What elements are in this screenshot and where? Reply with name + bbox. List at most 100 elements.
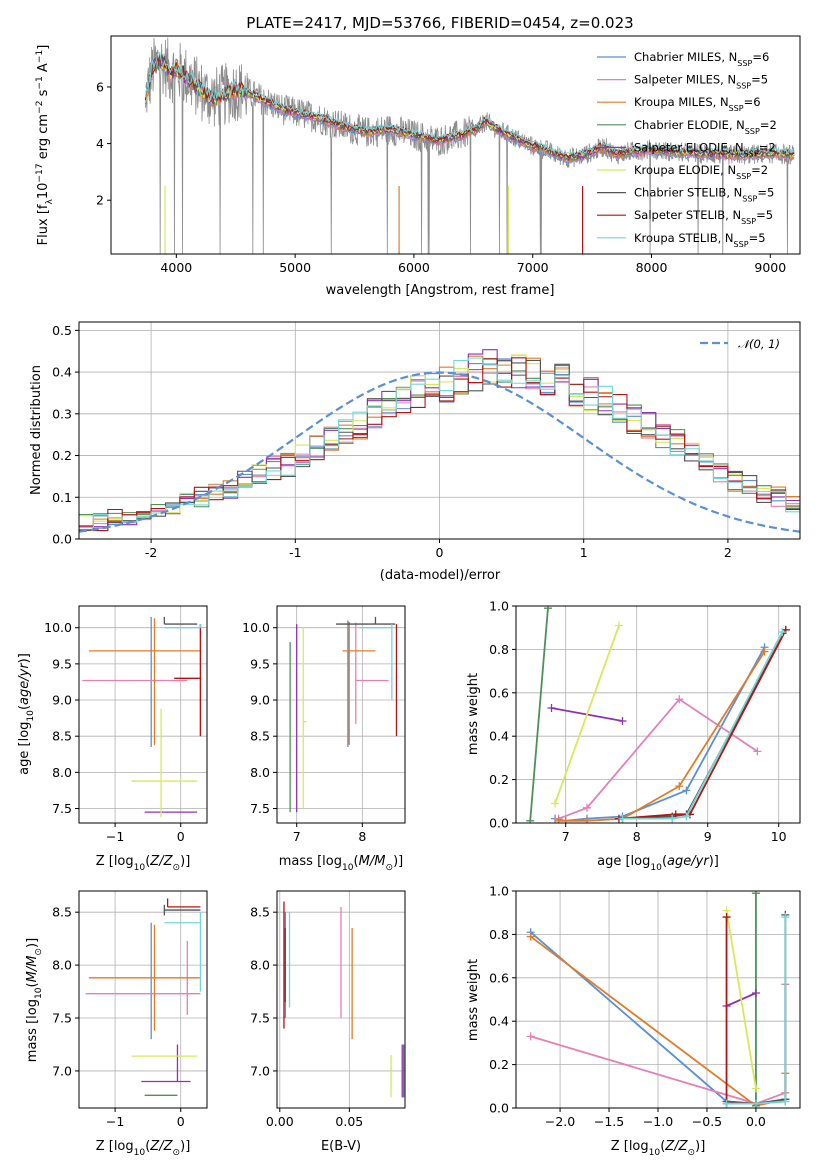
legend-label: Kroupa STELIB, NSSP=5 [634,231,766,249]
weight-vs-age-axes: 7 8 9 10 0.0 0.2 0.4 0.6 0.8 1.0 [489,599,801,844]
x-tick-label: 0 [436,545,444,560]
label-segment: )] [180,854,190,869]
weight-line [725,910,757,1089]
label-segment: Z/Z [149,1139,173,1154]
x-tick-label: 4000 [160,260,192,275]
weight-marker [682,812,691,821]
y-tick-label: 0.6 [489,685,509,700]
weight-marker [614,621,623,630]
errorbar [88,618,201,745]
legend-label: Salpeter STELIB, NSSP=5 [634,208,773,226]
label-segment: 10 [36,183,51,200]
weight-marker [751,1099,760,1108]
weight-line [726,917,787,1105]
x-tick-label: −0.5 [692,1114,722,1129]
label-segment: age [log [597,854,650,869]
x-tick-label: 2 [724,545,732,560]
weight-marker [722,1099,731,1108]
mass-vs-Z-plot-area [85,898,202,1096]
weight-marker [551,799,560,808]
label-segment: SSP [741,217,756,226]
normal-curve [79,371,800,533]
label-segment: Flux [f [36,204,51,245]
weight-line [622,631,784,820]
x-tick-label: −1 [106,829,124,844]
label-segment: =5 [756,208,773,222]
weight-vs-age-xlabel: age [log10(age/yr)] [597,854,719,873]
legend-label: Kroupa MILES, NSSP=6 [634,95,761,113]
label-segment: =5 [751,73,768,87]
x-tick-label: 10 [771,829,787,844]
x-tick-label: -1 [289,545,301,560]
label-segment: Salpeter ELODIE, N [634,140,744,154]
errorbar [163,616,198,625]
y-tick-label: 9.5 [250,656,270,671]
label-segment: ⊙ [385,863,393,873]
label-segment: Kroupa STELIB, N [634,231,734,245]
label-segment: =5 [757,186,774,200]
errorbar [141,1044,191,1083]
y-tick-label: 4 [96,136,104,151]
x-tick-label: 9000 [754,260,786,275]
y-tick-label: 0.4 [52,365,72,380]
weight-marker [751,988,760,997]
y-tick-label: 2 [96,193,104,208]
y-tick-label: 9.0 [250,693,270,708]
label-segment: Salpeter STELIB, N [634,208,741,222]
label-segment: Z/Z [149,854,173,869]
y-tick-label: 10.0 [242,620,270,635]
spectrum-plot-area [144,37,795,254]
errorbar [302,627,307,809]
y-tick-label: 1.0 [489,599,509,614]
mass-vs-Z-xlabel: Z [log10(Z/Z⊙)] [96,1139,191,1158]
label-segment: age [log [17,722,32,775]
x-tick-label: 0.00 [266,1114,294,1129]
errorbar [174,624,202,737]
y-tick-label: 0.2 [52,448,72,463]
weight-vs-Z-xlabel: Z [log10(Z/Z⊙)] [611,1139,706,1158]
x-tick-label: −2.0 [545,1114,575,1129]
weight-marker [526,1032,535,1041]
label-segment: SSP [736,172,751,181]
weight-marker [778,628,787,637]
x-tick-label: −1.0 [643,1114,673,1129]
age-vs-mass-xlabel: mass [log10(M/M⊙)] [279,854,403,873]
residuals-axes: -2 -1 0 1 2 0.0 0.1 0.2 0.3 0.4 0.5 [52,321,801,560]
weight-line [554,646,766,822]
weight-vs-Z-axes: −2.0 −1.5 −1.0 −0.5 0.0 0.0 0.2 0.4 0.6 0.8 1.0 [489,884,801,1129]
residuals-xlabel: (data-model)/error [380,568,501,583]
y-tick-label: 7.5 [250,1011,270,1026]
mass-vs-EBV-axes: 0.00 0.05 7.0 7.5 8.0 8.5 [250,890,406,1129]
label-segment: ( [145,854,150,869]
mass-vs-EBV-plot-area [283,901,405,1098]
label-segment: =6 [752,50,769,64]
y-tick-label: 8.0 [250,958,270,973]
weight-marker [781,1097,790,1106]
y-tick-label: 7.0 [52,1063,72,1078]
errorbar [359,624,393,701]
x-tick-label: 8 [633,829,641,844]
legend-label: Chabrier ELODIE, NSSP=2 [634,118,777,136]
label-segment: ⊙ [173,1148,181,1158]
y-tick-label: 0.0 [52,532,72,547]
label-segment: ( [354,854,359,869]
label-segment: 10 [650,863,662,873]
label-segment: )] [709,854,719,869]
label-segment: SSP [744,149,759,158]
weight-marker [583,803,591,812]
label-segment: )] [695,1139,705,1154]
y-tick-label: 9.0 [52,693,72,708]
label-segment: ( [17,705,32,710]
y-tick-label: 7.5 [250,801,270,816]
x-tick-label: 7 [293,829,301,844]
label-segment: )] [17,653,32,663]
y-tick-label: 8.5 [250,729,270,744]
label-segment: A [36,63,51,76]
label-segment: )] [393,854,403,869]
label-segment: s [36,89,51,100]
weight-line [529,608,549,821]
weight-marker [753,747,762,756]
x-tick-label: 1 [580,545,588,560]
weight-line [618,629,787,820]
